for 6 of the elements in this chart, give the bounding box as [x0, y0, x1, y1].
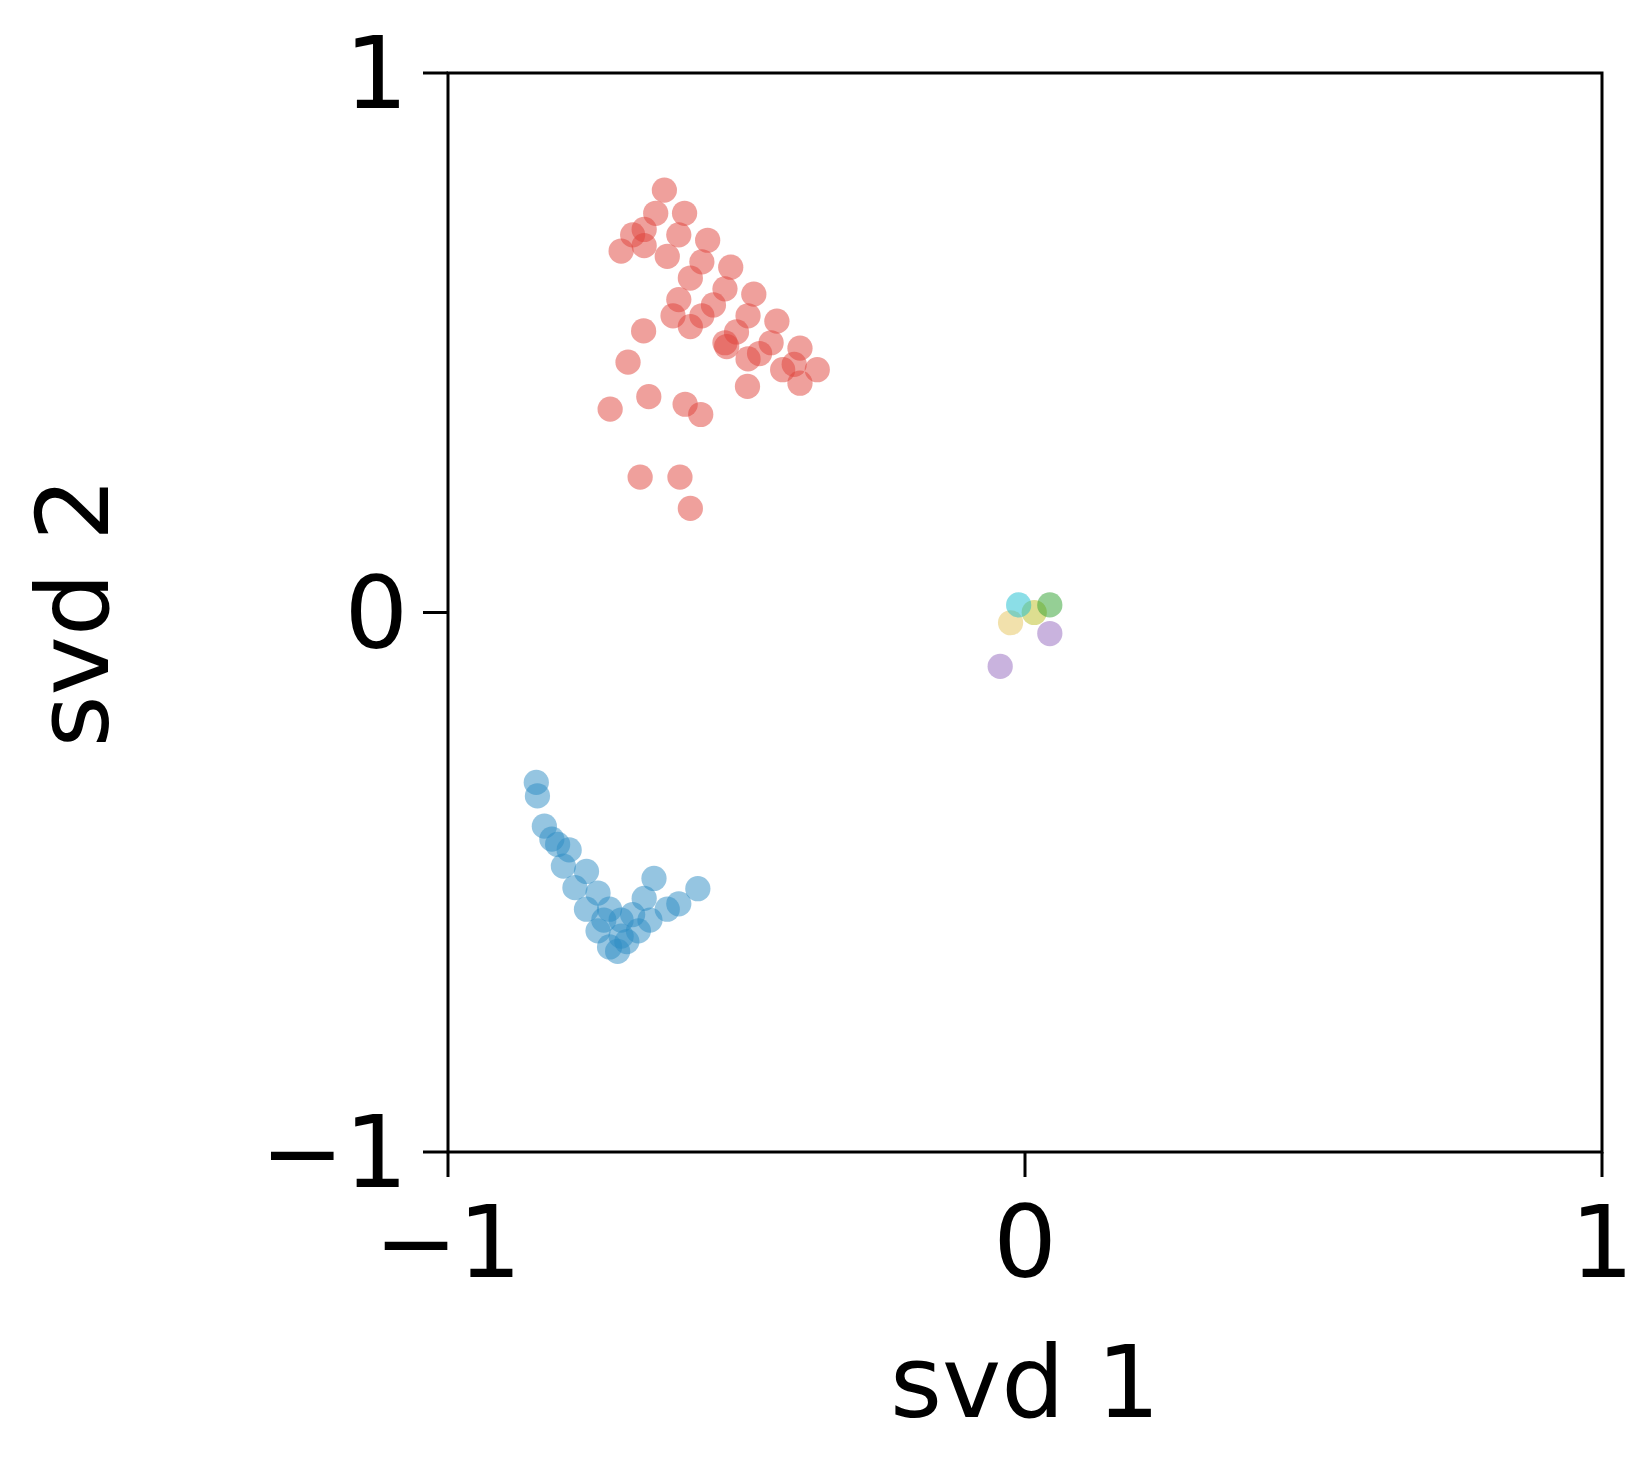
- x-axis-title: svd 1: [889, 1324, 1161, 1441]
- y-tick-label: 0: [344, 554, 408, 672]
- x-tick-label: 0: [993, 1184, 1057, 1301]
- x-tick-label: 1: [1570, 1184, 1634, 1301]
- y-tick-label: 1: [344, 15, 408, 132]
- y-axis-title: svd 2: [15, 477, 132, 748]
